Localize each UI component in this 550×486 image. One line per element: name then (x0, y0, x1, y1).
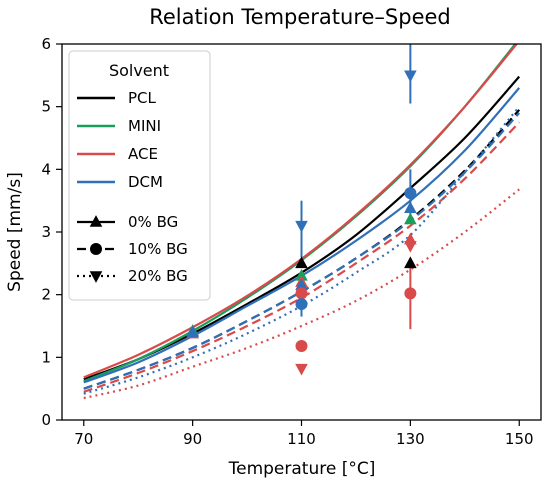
data-point-dcm-20-bg (404, 70, 417, 83)
series-line-ace-20-bg (83, 188, 520, 400)
legend-bg-entries: 0% BG 10% BG 20% BG (77, 213, 188, 285)
series-line-dcm-20-bg (83, 105, 521, 395)
series-layer (83, 44, 521, 400)
y-tick-label: 5 (41, 98, 51, 116)
y-tick-label: 2 (41, 286, 51, 304)
data-point-ace-20-bg (295, 363, 308, 376)
data-point-dcm-0-bg (295, 278, 308, 291)
data-point-dcm-10-bg (295, 298, 308, 311)
data-point-pcl-0-bg (404, 256, 417, 269)
legend-label-10-bg: 10% BG (128, 240, 188, 258)
legend-box (68, 50, 211, 301)
data-point-ace-10-bg (295, 287, 308, 300)
data-point-dcm-20-bg (295, 220, 308, 233)
legend-title: Solvent (109, 61, 169, 80)
data-point-ace-20-bg (404, 240, 417, 253)
axes-layer: 70 90 110 130 150 0 1 2 3 4 5 6 (41, 35, 542, 448)
data-point-dcm-0-bg (404, 201, 417, 213)
legend-marker-0-bg (89, 215, 103, 227)
legend-label-mini: MINI (128, 117, 161, 135)
data-point-pcl-0-bg (295, 256, 308, 269)
legend-label-0-bg: 0% BG (128, 213, 178, 231)
x-tick-label: 70 (74, 430, 93, 448)
data-point-dcm-0-bg (186, 325, 199, 338)
x-tick-label: 90 (183, 430, 202, 448)
legend: Solvent PCL MINI ACE DCM 0% BG 10% BG 20% BG (68, 50, 211, 301)
y-axis-label: Speed [mm/s] (5, 172, 25, 292)
series-line-dcm-0-bg (83, 87, 521, 384)
x-axis-label: Temperature [°C] (228, 459, 376, 479)
series-line-ace-10-bg (83, 121, 521, 393)
legend-label-ace: ACE (128, 145, 158, 163)
y-tick-label: 4 (41, 160, 51, 178)
legend-label-20-bg: 20% BG (128, 267, 188, 285)
errorbar-layer (300, 44, 412, 330)
y-ticks: 0 1 2 3 4 5 6 (41, 35, 62, 429)
marker-layer (186, 70, 417, 376)
chart-title: Relation Temperature–Speed (149, 5, 451, 29)
data-point-mini-0-bg (404, 212, 417, 225)
series-line-ace-0-bg (83, 44, 519, 379)
legend-label-dcm: DCM (128, 173, 163, 191)
legend-label-pcl: PCL (128, 89, 157, 107)
data-point-ace-10-bg (404, 287, 417, 300)
data-point-mini-0-bg (295, 268, 308, 281)
y-tick-label: 0 (41, 411, 51, 429)
data-point-ace-10-bg (295, 340, 308, 353)
legend-solvent-entries: PCL MINI ACE DCM (77, 89, 163, 191)
plot-layer (83, 44, 521, 400)
x-ticks: 70 90 110 130 150 (74, 420, 534, 448)
y-tick-label: 3 (41, 223, 51, 241)
x-tick-label: 150 (505, 430, 534, 448)
legend-marker-20-bg (89, 271, 103, 283)
data-point-dcm-10-bg (404, 187, 417, 200)
y-tick-label: 6 (41, 35, 51, 53)
x-tick-label: 130 (396, 430, 425, 448)
y-tick-label: 1 (41, 348, 51, 366)
x-tick-label: 110 (287, 430, 316, 448)
legend-marker-10-bg (90, 243, 102, 255)
